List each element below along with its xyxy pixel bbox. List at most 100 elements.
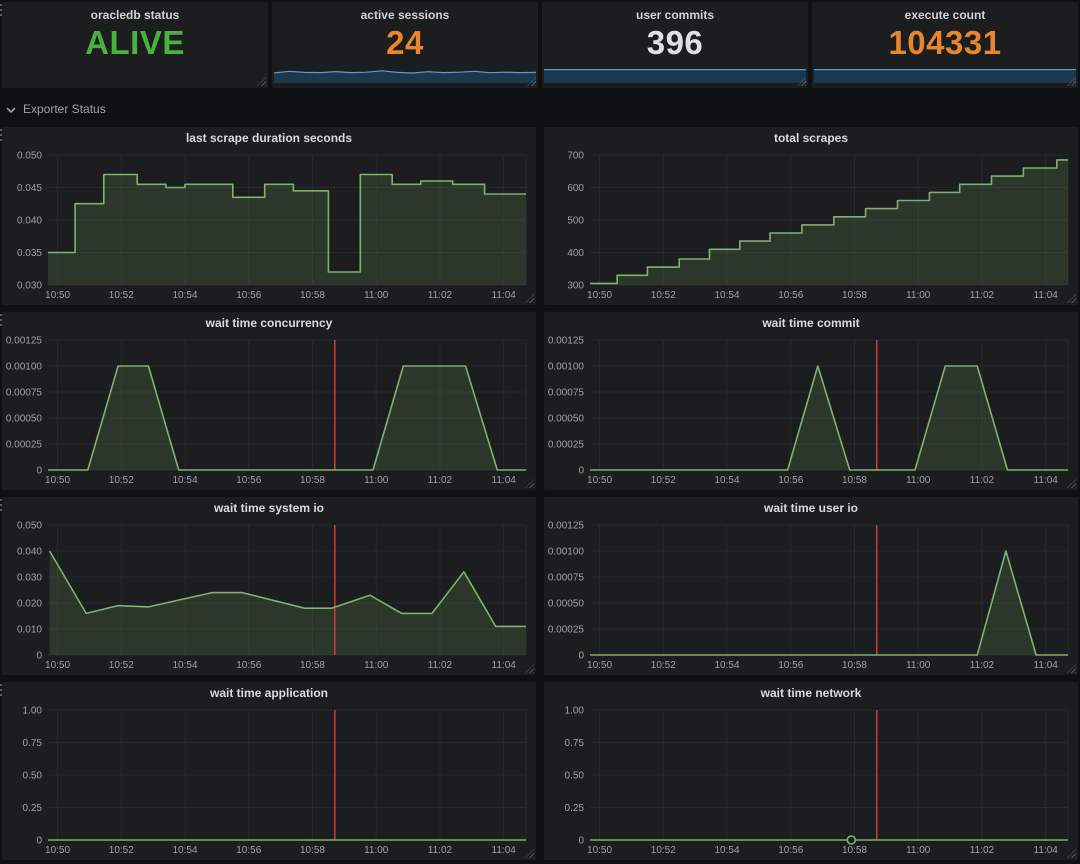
svg-text:10:58: 10:58 — [842, 475, 867, 486]
svg-text:11:04: 11:04 — [492, 290, 517, 301]
row-header-exporter-status[interactable]: Exporter Status — [6, 96, 106, 122]
chart-panel-total-scrapes: total scrapes 300 400 500 600 700 10:50 10:52 1… — [544, 127, 1078, 305]
svg-text:11:04: 11:04 — [492, 660, 517, 671]
time-series-chart[interactable]: 0 0.25 0.50 0.75 1.00 10:50 10:52 10:54 10:56 10:… — [2, 704, 536, 860]
resize-handle-icon[interactable] — [1067, 294, 1076, 303]
row-drag-handle[interactable] — [0, 684, 3, 699]
panel-title[interactable]: last scrape duration seconds — [185, 131, 353, 145]
svg-text:0.050: 0.050 — [17, 151, 42, 162]
resize-handle-icon[interactable] — [1067, 849, 1076, 858]
svg-text:10:58: 10:58 — [842, 290, 867, 301]
stat-value: ALIVE — [85, 24, 185, 61]
svg-text:10:50: 10:50 — [45, 475, 70, 486]
stats-row: oracledb status ALIVE active sessions 24… — [2, 2, 1078, 88]
svg-text:10:52: 10:52 — [651, 475, 676, 486]
panel-title[interactable]: wait time concurrency — [205, 316, 333, 330]
svg-text:10:52: 10:52 — [651, 290, 676, 301]
svg-text:10:58: 10:58 — [300, 475, 325, 486]
resize-handle-icon[interactable] — [525, 849, 534, 858]
row-drag-handle[interactable] — [0, 129, 3, 144]
svg-text:11:00: 11:00 — [364, 475, 389, 486]
time-series-chart[interactable]: 0 0.25 0.50 0.75 1.00 10:50 10:52 10:54 10:56 10:… — [544, 704, 1078, 860]
time-series-chart[interactable]: 0 0.00025 0.00050 0.00075 0.00100 0.00125 10:5… — [2, 334, 536, 490]
resize-handle-icon[interactable] — [797, 77, 806, 86]
resize-handle-icon[interactable] — [1067, 77, 1076, 86]
svg-text:10:58: 10:58 — [842, 660, 867, 671]
svg-text:11:04: 11:04 — [492, 845, 517, 856]
panel-title[interactable]: wait time system io — [213, 501, 325, 515]
svg-text:10:54: 10:54 — [715, 660, 740, 671]
svg-text:0.00075: 0.00075 — [548, 573, 585, 584]
resize-handle-icon[interactable] — [1067, 664, 1076, 673]
svg-text:11:00: 11:00 — [906, 475, 931, 486]
svg-text:0.00025: 0.00025 — [6, 440, 43, 451]
svg-text:0.040: 0.040 — [17, 547, 42, 558]
svg-text:0.00100: 0.00100 — [548, 362, 585, 373]
svg-text:1.00: 1.00 — [23, 706, 43, 717]
svg-text:10:54: 10:54 — [173, 475, 198, 486]
svg-text:700: 700 — [567, 151, 584, 162]
panel-title[interactable]: wait time commit — [762, 316, 860, 330]
resize-handle-icon[interactable] — [525, 479, 534, 488]
svg-text:0.25: 0.25 — [23, 803, 43, 814]
svg-text:0.25: 0.25 — [565, 803, 585, 814]
svg-text:11:00: 11:00 — [906, 290, 931, 301]
row-drag-handle[interactable] — [0, 499, 3, 514]
time-series-chart[interactable]: 0 0.00025 0.00050 0.00075 0.00100 0.00125 10:5… — [544, 519, 1078, 675]
resize-handle-icon[interactable] — [525, 664, 534, 673]
svg-text:10:50: 10:50 — [587, 660, 612, 671]
svg-text:11:04: 11:04 — [1034, 660, 1059, 671]
chevron-down-icon — [6, 104, 16, 114]
svg-text:0.00025: 0.00025 — [548, 440, 585, 451]
svg-text:10:56: 10:56 — [778, 290, 803, 301]
panel-title[interactable]: active sessions — [360, 8, 450, 22]
panel-title[interactable]: total scrapes — [773, 131, 849, 145]
panel-title[interactable]: wait time network — [760, 686, 862, 700]
panel-title[interactable]: oracledb status — [90, 8, 180, 22]
svg-text:10:54: 10:54 — [715, 475, 740, 486]
stat-value: 396 — [646, 24, 704, 61]
row-drag-handle[interactable] — [0, 314, 3, 329]
svg-text:0.50: 0.50 — [23, 771, 43, 782]
svg-text:0.50: 0.50 — [565, 771, 585, 782]
resize-handle-icon[interactable] — [1067, 479, 1076, 488]
svg-text:0.030: 0.030 — [17, 281, 42, 292]
row-drag-handle[interactable] — [0, 4, 3, 19]
svg-text:0.00075: 0.00075 — [6, 388, 43, 399]
time-series-chart[interactable]: 0 0.00025 0.00050 0.00075 0.00100 0.00125 10:5… — [544, 334, 1078, 490]
svg-text:11:02: 11:02 — [428, 290, 453, 301]
resize-handle-icon[interactable] — [257, 77, 266, 86]
svg-text:10:58: 10:58 — [842, 845, 867, 856]
chart-panel-wait-time-user-io: wait time user io 0 0.00025 0.00050 0.00075… — [544, 497, 1078, 675]
time-series-chart[interactable]: 300 400 500 600 700 10:50 10:52 10:54 10:56 10:58… — [544, 149, 1078, 305]
panel-title[interactable]: wait time user io — [763, 501, 859, 515]
resize-handle-icon[interactable] — [525, 294, 534, 303]
svg-text:10:50: 10:50 — [587, 290, 612, 301]
svg-text:0.75: 0.75 — [565, 738, 585, 749]
svg-text:0.00125: 0.00125 — [548, 521, 585, 532]
svg-text:0.050: 0.050 — [17, 521, 42, 532]
svg-text:11:00: 11:00 — [906, 845, 931, 856]
svg-text:11:04: 11:04 — [492, 475, 517, 486]
svg-text:11:02: 11:02 — [428, 845, 453, 856]
svg-text:10:52: 10:52 — [651, 845, 676, 856]
stat-panel-oracledb-status: oracledb status ALIVE — [2, 2, 268, 88]
svg-text:11:02: 11:02 — [970, 475, 995, 486]
svg-text:10:50: 10:50 — [45, 290, 70, 301]
panel-title[interactable]: user commits — [635, 8, 715, 22]
time-series-chart[interactable]: 0.030 0.035 0.040 0.045 0.050 10:50 10:52 10:54… — [2, 149, 536, 305]
svg-text:0: 0 — [36, 466, 42, 477]
svg-text:0: 0 — [36, 651, 42, 662]
svg-text:0: 0 — [36, 836, 42, 847]
svg-text:11:04: 11:04 — [1034, 290, 1059, 301]
svg-text:0.00125: 0.00125 — [6, 336, 43, 347]
sparkline — [274, 66, 536, 83]
svg-text:10:54: 10:54 — [173, 660, 198, 671]
resize-handle-icon[interactable] — [527, 77, 536, 86]
panel-title[interactable]: wait time application — [209, 686, 329, 700]
svg-text:10:58: 10:58 — [300, 845, 325, 856]
row-header-label: Exporter Status — [23, 102, 106, 116]
panel-title[interactable]: execute count — [904, 8, 986, 22]
time-series-chart[interactable]: 0 0.010 0.020 0.030 0.040 0.050 10:50 10:52 10:5… — [2, 519, 536, 675]
chart-panel-wait-time-application: wait time application 0 0.25 0.50 0.75 1.00 1… — [2, 682, 536, 860]
